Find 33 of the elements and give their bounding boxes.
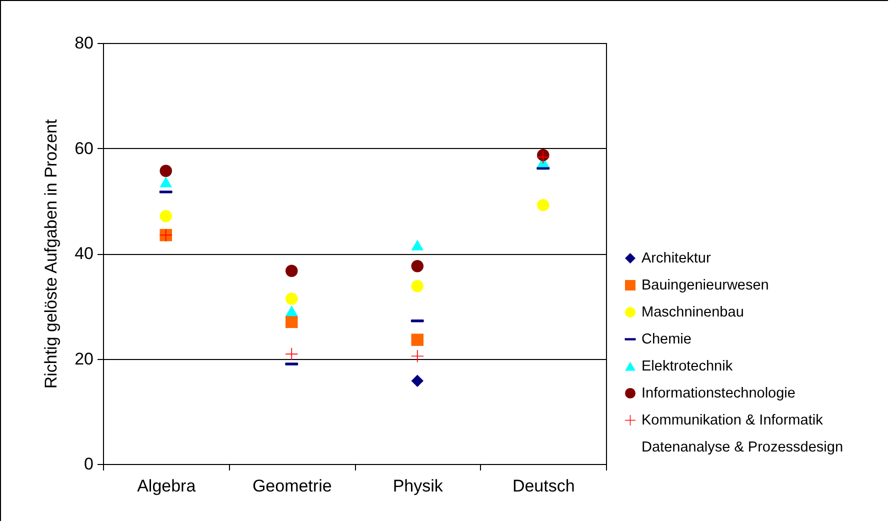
point: [286, 264, 298, 277]
y-tick-label: 20: [74, 349, 94, 368]
legend-label: Kommunikation & Informatik: [642, 412, 824, 428]
point: [537, 198, 550, 212]
point: [411, 280, 424, 292]
point: [411, 260, 424, 272]
y-axis-title: Richtig gelöste Aufgaben in Prozent: [42, 119, 61, 389]
point: [286, 292, 298, 305]
legend-label: Maschninenbau: [642, 304, 744, 320]
point: [160, 210, 172, 222]
x-tick-label: Algebra: [137, 476, 196, 496]
legend-label: Bauingenieurwesen: [642, 277, 769, 294]
point: [411, 350, 424, 362]
x-tick-label: Geometrie: [252, 476, 332, 496]
x-tick-label: Deutsch: [512, 476, 575, 496]
point: [286, 306, 298, 316]
x-tick-label: Physik: [392, 476, 444, 496]
point: [286, 316, 298, 328]
y-tick-label: 0: [84, 454, 94, 474]
point: [160, 164, 172, 177]
legend-label: Chemie: [642, 331, 692, 348]
point: [411, 334, 424, 346]
legend-label: Informationstechnologie: [642, 385, 796, 402]
y-tick-label: 60: [74, 138, 94, 158]
legend-label: Architektur: [642, 250, 711, 266]
point: [160, 176, 172, 188]
y-tick-label: 80: [74, 34, 94, 52]
text: Datenanalyse & Prozessdesign: [642, 439, 844, 456]
point: [411, 240, 424, 250]
point: [286, 348, 298, 360]
legend-label: Elektrotechnik: [642, 358, 734, 374]
point: [411, 374, 424, 387]
y-tick-label: 40: [74, 244, 94, 263]
